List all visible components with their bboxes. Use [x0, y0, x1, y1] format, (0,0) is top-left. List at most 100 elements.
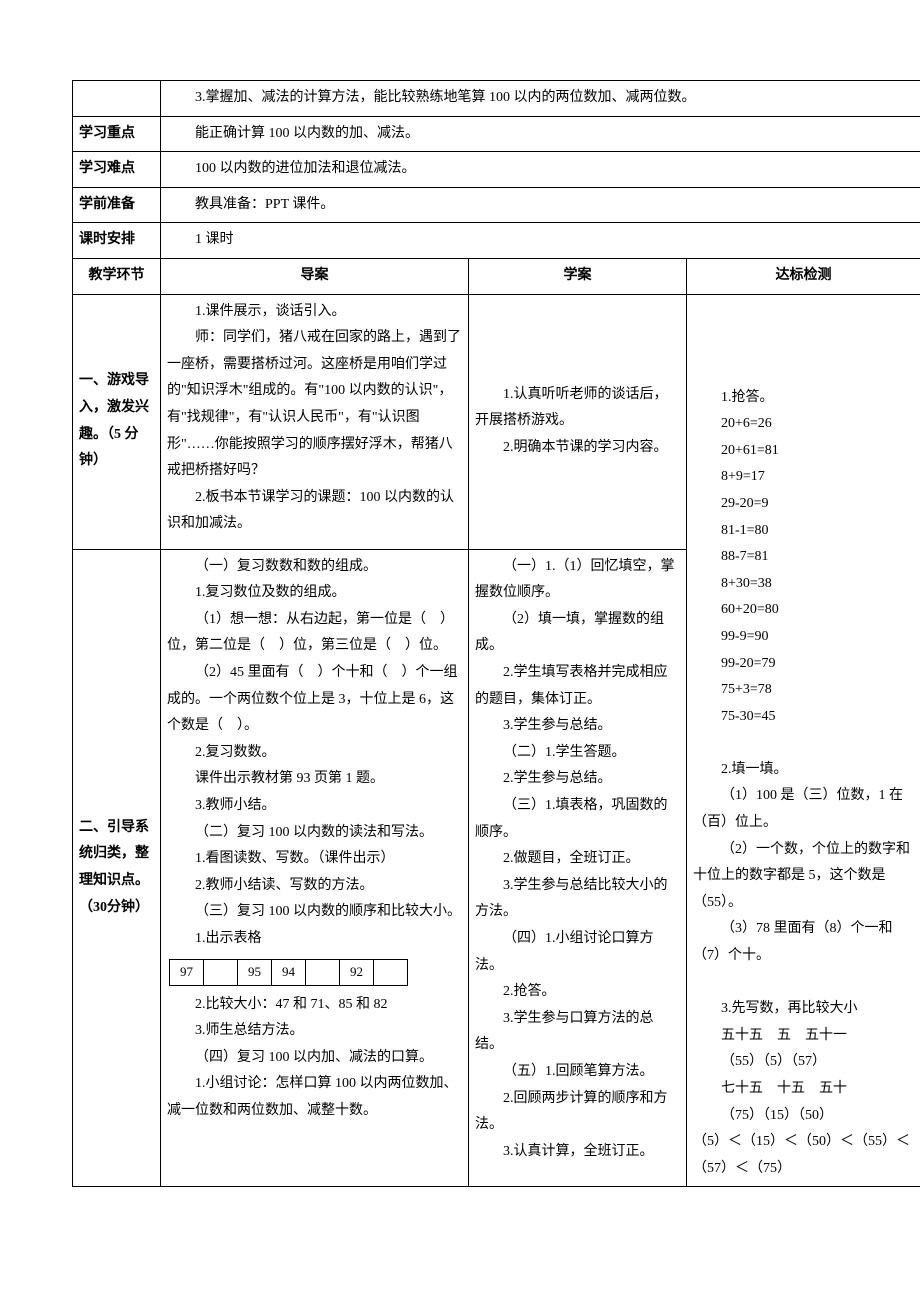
- text-line: 1.小组讨论：怎样口算 100 以内两位数加、减一位数和两位数加、减整十数。: [167, 1071, 462, 1124]
- calc-line: 81-1=80: [693, 518, 914, 545]
- calc-line: 99-9=90: [693, 624, 914, 651]
- text-line: 3.师生总结方法。: [167, 1018, 462, 1045]
- seq-cell-1: [204, 959, 238, 985]
- text-line: 2.教师小结读、写数的方法。: [167, 873, 462, 900]
- text-line: 3.学生参与总结。: [475, 713, 680, 740]
- header-plan: 学案: [469, 258, 687, 294]
- row-difficulty: 学习难点 100 以内数的进位加法和退位减法。: [73, 152, 920, 188]
- text-line: 3.学生参与总结比较大小的方法。: [475, 873, 680, 926]
- row-focus: 学习重点 能正确计算 100 以内数的加、减法。: [73, 116, 920, 152]
- cell-empty: [73, 81, 161, 117]
- row-prep: 学前准备 教具准备：PPT 课件。: [73, 187, 920, 223]
- number-sequence-table: 97 95 94 92: [169, 959, 408, 986]
- text-line: 3.学生参与口算方法的总结。: [475, 1006, 680, 1059]
- check-q1-lines: 20+6=2620+61=818+9=1729-20=981-1=8088-7=…: [693, 411, 914, 730]
- text-line: （二）1.学生答题。: [475, 740, 680, 767]
- header-stage: 教学环节: [73, 258, 161, 294]
- stage2-guide-b: 2.比较大小：47 和 71、85 和 823.师生总结方法。（四）复习 100…: [167, 992, 462, 1125]
- text-line: 2.学生填写表格并完成相应的题目，集体订正。: [475, 660, 680, 713]
- cell-prep: 教具准备：PPT 课件。: [161, 187, 920, 223]
- prep-text: 教具准备：PPT 课件。: [167, 192, 914, 219]
- stage1-plan-p2: 2.明确本节课的学习内容。: [475, 435, 680, 462]
- stage2-guide-a: （一）复习数数和数的组成。1.复习数位及数的组成。（1）想一想：从右边起，第一位…: [167, 554, 462, 953]
- text-line: 3.认真计算，全班订正。: [475, 1139, 680, 1166]
- calc-line: 88-7=81: [693, 544, 914, 571]
- calc-line: 60+20=80: [693, 597, 914, 624]
- seq-cell-0: 97: [170, 959, 204, 985]
- objective-3-text: 3.掌握加、减法的计算方法，能比较熟练地笔算 100 以内的两位数加、减两位数。: [167, 85, 914, 112]
- text-line: 1.看图读数、写数。（课件出示）: [167, 846, 462, 873]
- text-line: 2.回顾两步计算的顺序和方法。: [475, 1086, 680, 1139]
- text-line: （一）复习数数和数的组成。: [167, 554, 462, 581]
- cell-objective-3: 3.掌握加、减法的计算方法，能比较熟练地笔算 100 以内的两位数加、减两位数。: [161, 81, 920, 117]
- check-q3-l4: （75）（15）（50）: [693, 1103, 914, 1130]
- stage2-guide: （一）复习数数和数的组成。1.复习数位及数的组成。（1）想一想：从右边起，第一位…: [161, 549, 469, 1187]
- text-line: 1.出示表格: [167, 926, 462, 953]
- text-line: 3.教师小结。: [167, 793, 462, 820]
- calc-line: 8+9=17: [693, 464, 914, 491]
- check-q3-l1: 五十五 五 五十一: [693, 1023, 914, 1050]
- seq-cell-5: 92: [340, 959, 374, 985]
- check-q2-l1: （1）100 是（三）位数，1 在（百）位上。: [693, 783, 914, 836]
- header-check: 达标检测: [687, 258, 920, 294]
- text-line: （四）1.小组讨论口算方法。: [475, 926, 680, 979]
- calc-line: 75-30=45: [693, 704, 914, 731]
- check-q2-l2: （2）一个数，个位上的数字和十位上的数字都是 5，这个数是（55）。: [693, 837, 914, 917]
- label-prep: 学前准备: [73, 187, 161, 223]
- text-line: （1）想一想：从右边起，第一位是（ ）位，第二位是（ ）位，第三位是（ ）位。: [167, 607, 462, 660]
- row-period: 课时安排 1 课时: [73, 223, 920, 259]
- check-q1-title: 1.抢答。: [693, 385, 914, 412]
- text-line: （四）复习 100 以内加、减法的口算。: [167, 1045, 462, 1072]
- calc-line: 8+30=38: [693, 571, 914, 598]
- text-line: （2）45 里面有（ ）个十和（ ）个一组成的。一个两位数个位上是 3，十位上是…: [167, 660, 462, 740]
- stage2-plan-inner: （一）1.（1）回忆填空，掌握数位顺序。（2）填一填，掌握数的组成。2.学生填写…: [475, 554, 680, 1166]
- row-objective-3: 3.掌握加、减法的计算方法，能比较熟练地笔算 100 以内的两位数加、减两位数。: [73, 81, 920, 117]
- seq-cell-6: [374, 959, 408, 985]
- calc-line: 99-20=79: [693, 651, 914, 678]
- text-line: （2）填一填，掌握数的组成。: [475, 607, 680, 660]
- text-line: （三）1.填表格，巩固数的顺序。: [475, 793, 680, 846]
- text-line: 2.学生参与总结。: [475, 766, 680, 793]
- label-difficulty: 学习难点: [73, 152, 161, 188]
- seq-cell-2: 95: [238, 959, 272, 985]
- stage1-guide: 1.课件展示，谈话引入。 师：同学们，猪八戒在回家的路上，遇到了一座桥，需要搭桥…: [161, 294, 469, 549]
- table-row: 97 95 94 92: [170, 959, 408, 985]
- cell-period: 1 课时: [161, 223, 920, 259]
- label-focus: 学习重点: [73, 116, 161, 152]
- stage1-plan: 1.认真听听老师的谈话后，开展搭桥游戏。 2.明确本节课的学习内容。: [469, 294, 687, 549]
- calc-line: 20+61=81: [693, 438, 914, 465]
- check-q3-l5: （5）＜（15）＜（50）＜（55）＜（57）＜（75）: [693, 1129, 914, 1182]
- stage1-guide-p2: 师：同学们，猪八戒在回家的路上，遇到了一座桥，需要搭桥过河。这座桥是用咱们学过的…: [167, 325, 462, 485]
- calc-line: 20+6=26: [693, 411, 914, 438]
- text-line: （五）1.回顾笔算方法。: [475, 1059, 680, 1086]
- period-text: 1 课时: [167, 227, 914, 254]
- row-stage-1: 一、游戏导入，激发兴趣。（5 分钟） 1.课件展示，谈话引入。 师：同学们，猪八…: [73, 294, 920, 549]
- difficulty-text: 100 以内数的进位加法和退位减法。: [167, 156, 914, 183]
- check-q3-l3: 七十五 十五 五十: [693, 1076, 914, 1103]
- row-headers: 教学环节 导案 学案 达标检测: [73, 258, 920, 294]
- check-q2-l3: （3）78 里面有（8）个一和（7）个十。: [693, 916, 914, 969]
- page: 3.掌握加、减法的计算方法，能比较熟练地笔算 100 以内的两位数加、减两位数。…: [0, 0, 920, 1302]
- text-line: 2.比较大小：47 和 71、85 和 82: [167, 992, 462, 1019]
- seq-cell-3: 94: [272, 959, 306, 985]
- text-line: 2.做题目，全班订正。: [475, 846, 680, 873]
- text-line: 2.复习数数。: [167, 740, 462, 767]
- text-line: （一）1.（1）回忆填空，掌握数位顺序。: [475, 554, 680, 607]
- check-q3-l2: （55）（5）（57）: [693, 1049, 914, 1076]
- cell-focus: 能正确计算 100 以内数的加、减法。: [161, 116, 920, 152]
- stage2-label: 二、引导系统归类，整理知识点。（30分钟）: [73, 549, 161, 1187]
- text-line: （三）复习 100 以内数的顺序和比较大小。: [167, 899, 462, 926]
- check-q3-title: 3.先写数，再比较大小: [693, 996, 914, 1023]
- cell-difficulty: 100 以内数的进位加法和退位减法。: [161, 152, 920, 188]
- text-line: （二）复习 100 以内数的读法和写法。: [167, 820, 462, 847]
- stage1-guide-p1: 1.课件展示，谈话引入。: [167, 299, 462, 326]
- stage2-plan: （一）1.（1）回忆填空，掌握数位顺序。（2）填一填，掌握数的组成。2.学生填写…: [469, 549, 687, 1187]
- label-period: 课时安排: [73, 223, 161, 259]
- text-line: 2.抢答。: [475, 979, 680, 1006]
- text-line: 1.复习数位及数的组成。: [167, 580, 462, 607]
- text-line: 课件出示教材第 93 页第 1 题。: [167, 766, 462, 793]
- stage1-label: 一、游戏导入，激发兴趣。（5 分钟）: [73, 294, 161, 549]
- stage1-plan-p1: 1.认真听听老师的谈话后，开展搭桥游戏。: [475, 382, 680, 435]
- lesson-plan-table: 3.掌握加、减法的计算方法，能比较熟练地笔算 100 以内的两位数加、减两位数。…: [72, 80, 920, 1187]
- check-cell: 1.抢答。 20+6=2620+61=818+9=1729-20=981-1=8…: [687, 294, 920, 1187]
